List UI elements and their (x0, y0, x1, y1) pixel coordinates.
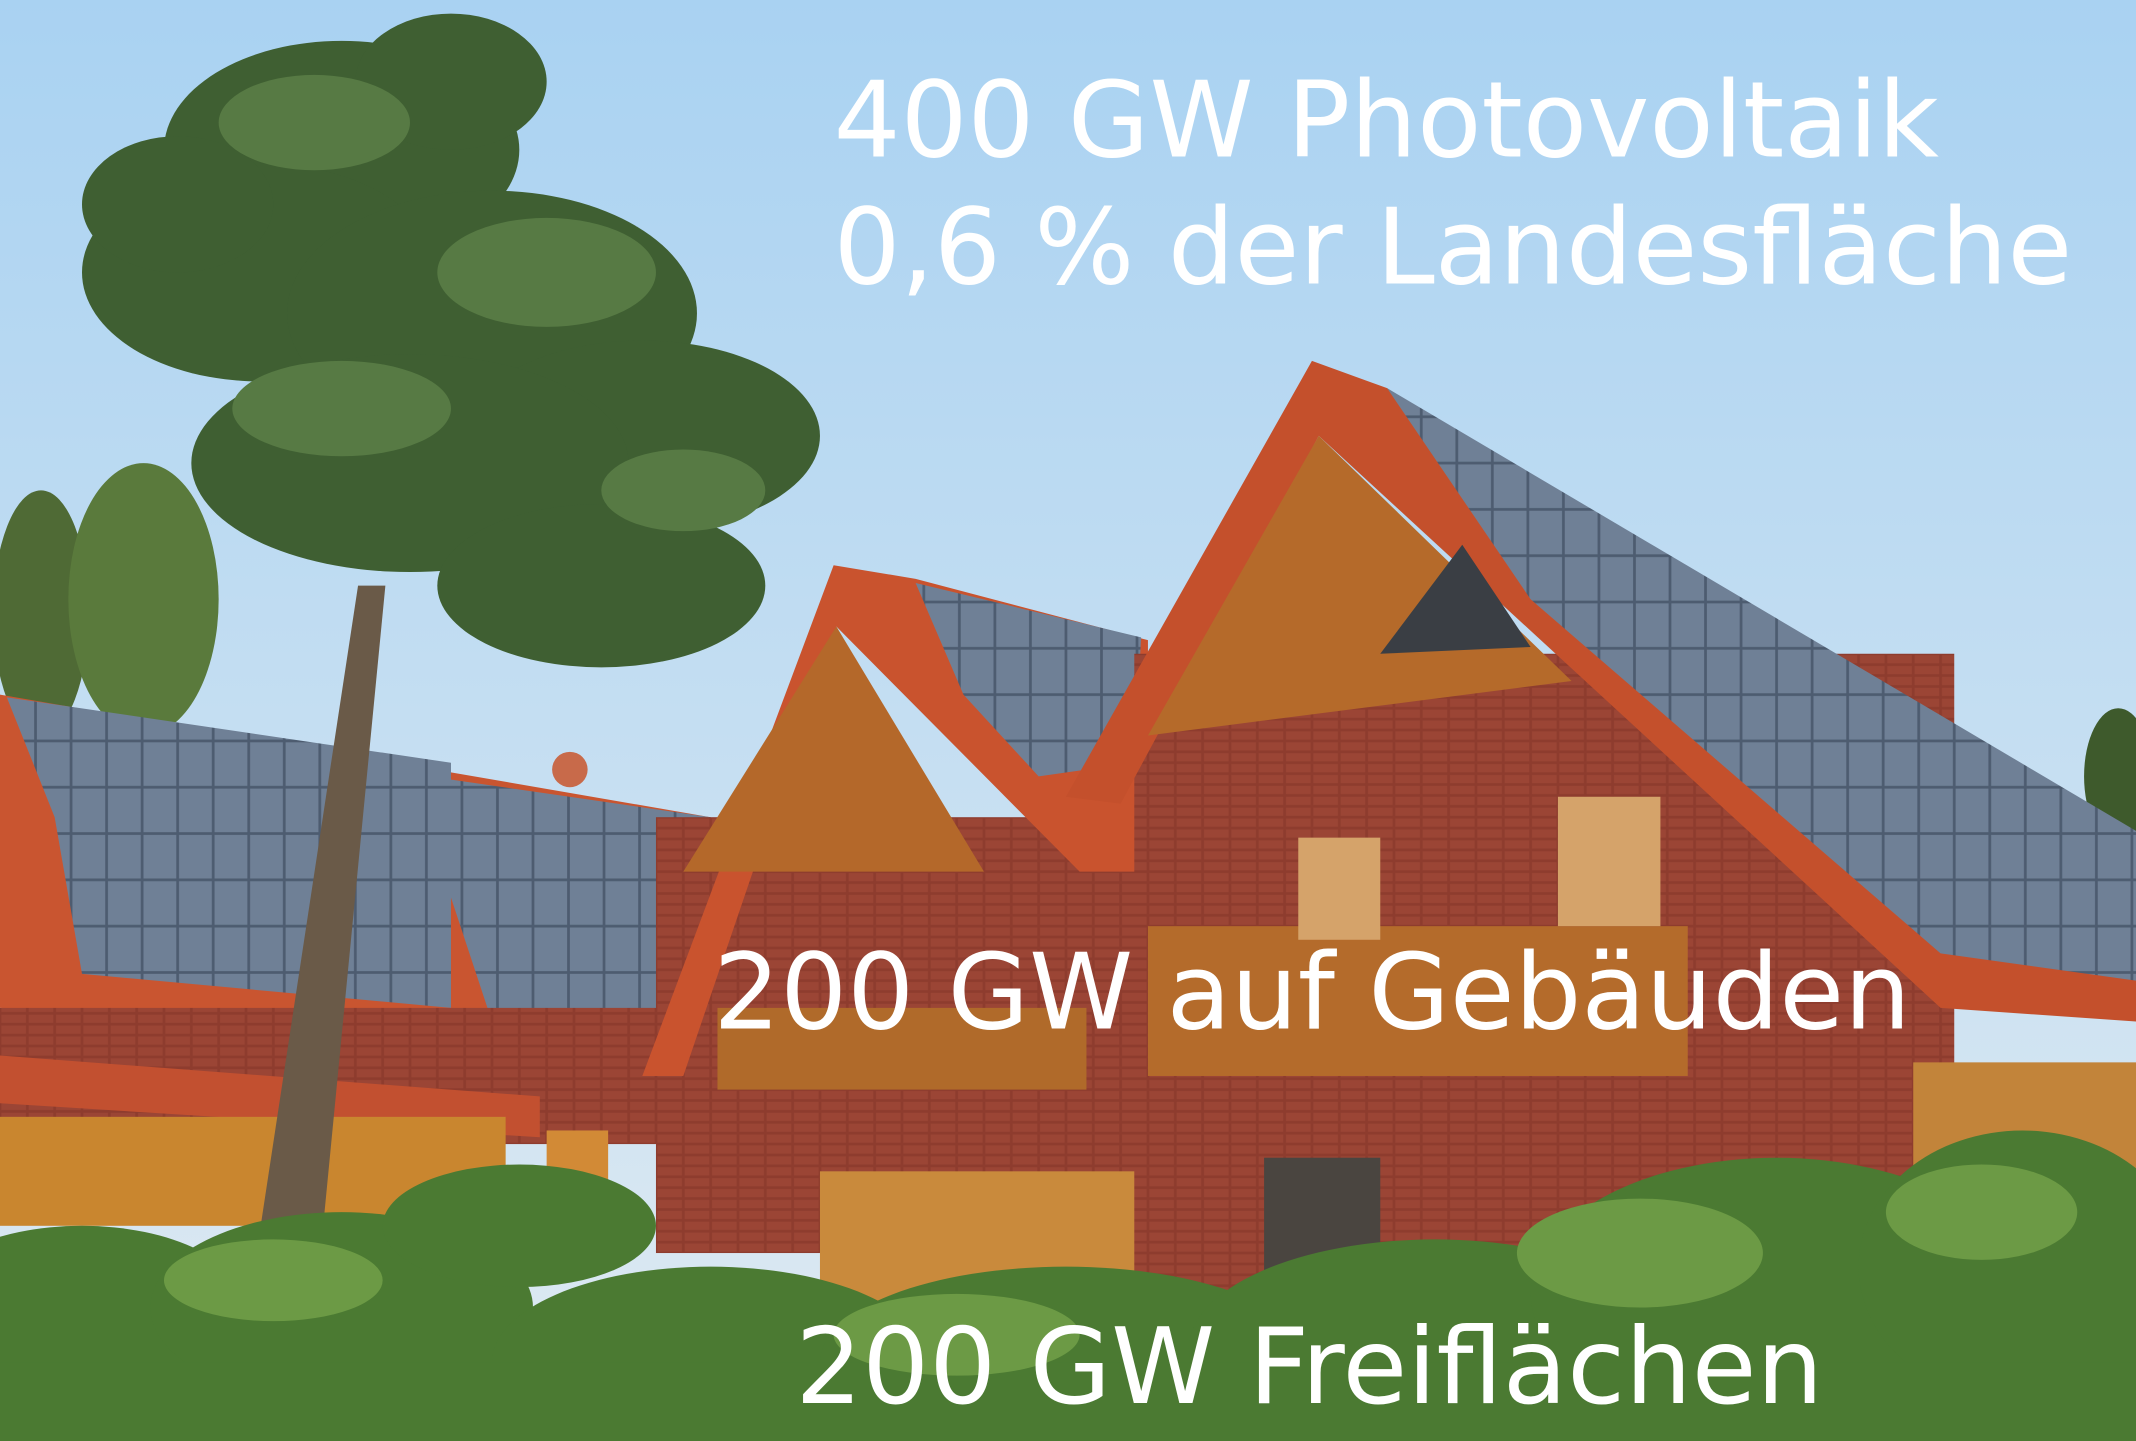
caption: 400 GW Photovoltaik (834, 59, 1939, 182)
caption: 200 GW Freiflächen (795, 1305, 1823, 1428)
caption: 0,6 % der Landesfläche (834, 185, 2073, 308)
caption: 200 GW auf Gebäuden (713, 930, 1910, 1053)
